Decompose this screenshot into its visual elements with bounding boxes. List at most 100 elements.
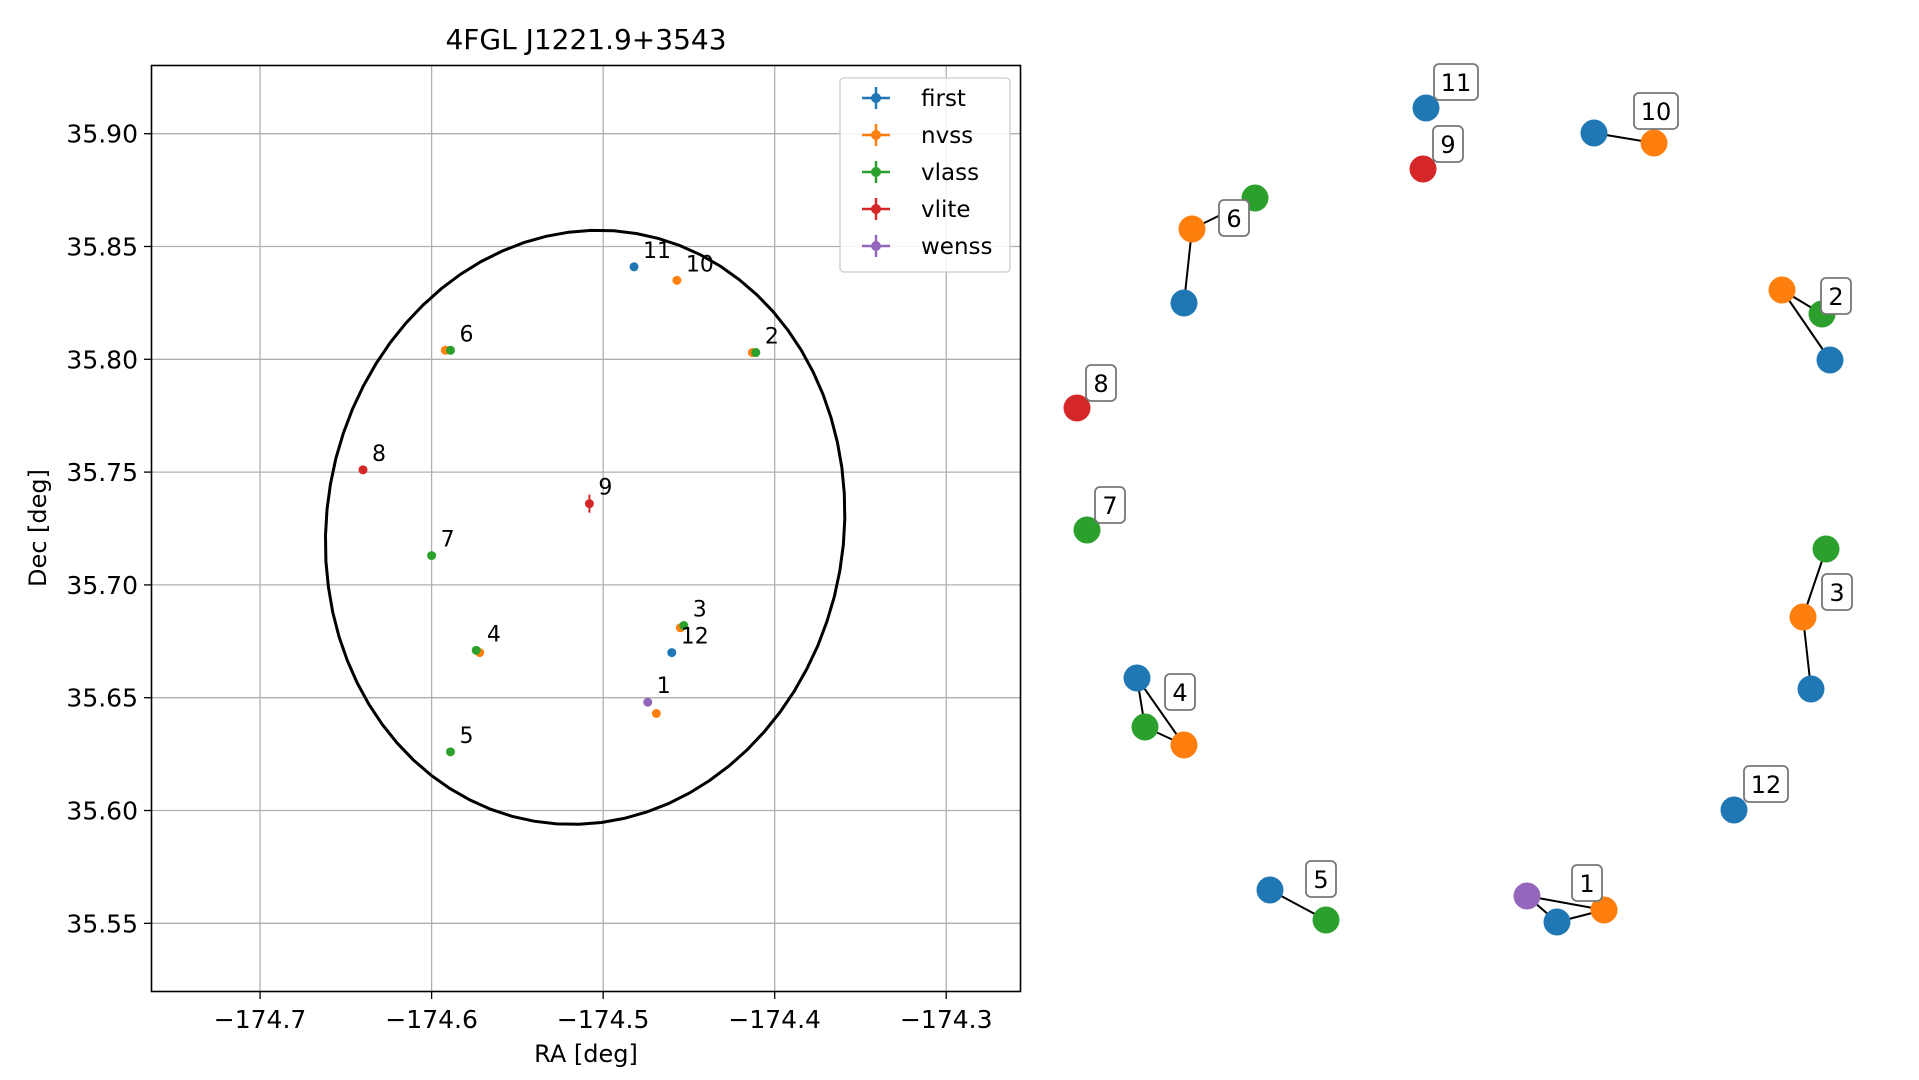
legend-entry-vlass: vlass <box>921 160 979 186</box>
network-node <box>1256 876 1284 904</box>
network-label-text: 7 <box>1102 492 1117 520</box>
network-label-box <box>1085 364 1117 402</box>
y-tick-label: 35.85 <box>66 232 138 261</box>
network-label-text: 5 <box>1313 866 1328 894</box>
first-point <box>667 648 677 658</box>
point-label: 12 <box>681 625 709 650</box>
y-tick-label: 35.65 <box>66 684 138 713</box>
y-axis-ticks: 35.55 35.60 35.65 35.70 35.75 35.80 35.85 35.90 <box>66 120 152 938</box>
x-axis-label: RA [deg] <box>534 1040 638 1068</box>
point-label: 2 <box>765 325 779 350</box>
x-tick-label: −174.3 <box>900 1005 993 1034</box>
network-label-box <box>1571 864 1603 902</box>
network-label-box <box>1820 277 1852 315</box>
network-label: 1 <box>1571 864 1603 902</box>
x-tick-label: −174.7 <box>214 1005 307 1034</box>
network-node <box>1543 908 1571 936</box>
vlite-point <box>584 499 594 509</box>
network-edge <box>1136 677 1185 746</box>
vlite-point <box>358 465 368 475</box>
x-tick-label: −174.6 <box>385 1005 478 1034</box>
network-node <box>1123 664 1151 692</box>
network-node <box>1590 896 1618 924</box>
vlass-point <box>751 348 761 358</box>
legend-marker-dot <box>871 167 881 177</box>
network-label: 9 <box>1432 125 1464 163</box>
point-label: 11 <box>643 239 671 264</box>
legend-marker-dot <box>871 204 881 214</box>
legend-entry-vlite: vlite <box>921 197 971 223</box>
network-node <box>1170 731 1198 759</box>
network-label-box <box>1432 125 1464 163</box>
network-label: 5 <box>1305 860 1337 898</box>
network-label-box <box>1218 199 1250 237</box>
point-label: 6 <box>459 322 473 347</box>
legend-entry-wenss: wenss <box>921 234 993 260</box>
network-label-text: 10 <box>1641 98 1672 126</box>
point-label: 7 <box>441 528 455 553</box>
network-node <box>1412 94 1440 122</box>
vlass-point <box>445 747 455 757</box>
network-node <box>1073 516 1101 544</box>
y-tick-label: 35.75 <box>66 458 138 487</box>
network-label: 11 <box>1433 63 1479 101</box>
x-tick-label: −174.4 <box>728 1005 821 1034</box>
network-label-text: 1 <box>1579 870 1594 898</box>
point-label: 3 <box>693 598 707 623</box>
y-tick-label: 35.55 <box>66 909 138 938</box>
legend-entry-first: first <box>921 86 966 112</box>
network-edge <box>1781 289 1831 361</box>
vlass-point <box>471 645 481 655</box>
vlass-point <box>427 551 437 561</box>
legend-marker-dot <box>871 241 881 251</box>
network-label-box <box>1305 860 1337 898</box>
point-label: 8 <box>372 442 386 467</box>
network-label-text: 8 <box>1093 370 1108 398</box>
network-node <box>1768 276 1796 304</box>
network-label: 12 <box>1743 765 1789 803</box>
network-node <box>1789 603 1817 631</box>
y-axis-label: Dec [deg] <box>24 469 52 587</box>
network-node <box>1312 906 1340 934</box>
network-label-box <box>1433 63 1479 101</box>
network-label-box <box>1164 673 1196 711</box>
network-node <box>1178 215 1206 243</box>
network-node <box>1812 535 1840 563</box>
network-node <box>1131 713 1159 741</box>
network-label: 2 <box>1820 277 1852 315</box>
network-node <box>1720 796 1748 824</box>
y-tick-label: 35.80 <box>66 345 138 374</box>
network-label: 10 <box>1633 92 1679 130</box>
x-tick-label: −174.5 <box>557 1005 650 1034</box>
network-nodes <box>1063 94 1844 936</box>
nvss-point <box>651 709 661 718</box>
vlass-point <box>679 621 689 631</box>
network-label-box <box>1821 573 1853 611</box>
y-tick-label: 35.70 <box>66 571 138 600</box>
network-node <box>1640 129 1668 157</box>
plot-frame <box>150 64 1022 993</box>
first-point <box>629 262 639 272</box>
network-node <box>1170 289 1198 317</box>
legend-marker-dot <box>871 130 881 140</box>
network-label-text: 11 <box>1441 69 1472 97</box>
point-label: 1 <box>657 674 671 699</box>
error-ellipse <box>323 228 847 826</box>
network-label-box <box>1094 486 1126 524</box>
network-label-text: 12 <box>1751 771 1782 799</box>
network-label-text: 2 <box>1828 283 1843 311</box>
network-label: 7 <box>1094 486 1126 524</box>
network-label-text: 3 <box>1829 579 1844 607</box>
network-label: 3 <box>1821 573 1853 611</box>
legend-marker-dot <box>871 93 881 103</box>
network-label-box <box>1633 92 1679 130</box>
y-tick-label: 35.60 <box>66 797 138 826</box>
network-node <box>1063 394 1091 422</box>
point-label: 10 <box>686 252 714 277</box>
network-node <box>1409 155 1437 183</box>
point-label: 5 <box>459 724 473 749</box>
